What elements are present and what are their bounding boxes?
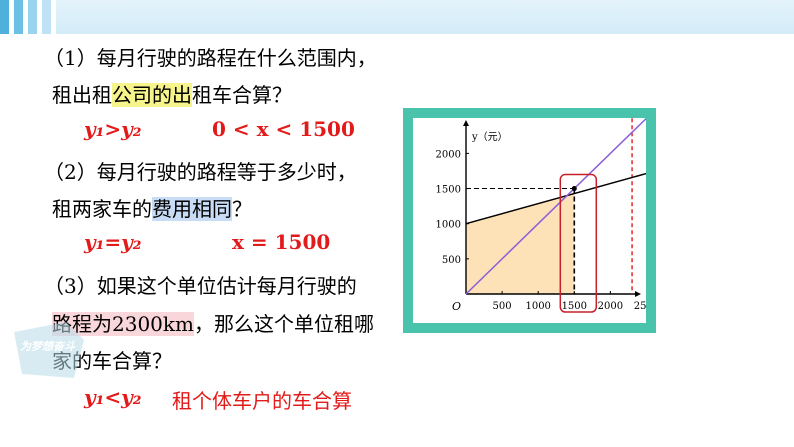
- shaded-region: [466, 193, 575, 294]
- y-tick-label: 1000: [436, 220, 461, 231]
- x-tick-label: 500: [493, 301, 512, 312]
- intersection-highlight-box: [559, 173, 598, 313]
- answer-2-value: x = 1500: [232, 230, 331, 254]
- banner-block: [42, 0, 51, 34]
- watermark-text: 为梦想奋斗: [20, 340, 76, 353]
- question-1-line1: （1）每月行驶的路程在什么范围内，: [44, 46, 377, 70]
- intersection-point: [571, 186, 577, 192]
- question-2-line1: （2）每月行驶的路程等于多少时，: [44, 160, 357, 184]
- answer-3-text: 租个体车户的车合算: [172, 389, 352, 413]
- answer-2-relation: y₁=y₂: [84, 230, 142, 254]
- y-tick-label: 1500: [436, 185, 461, 196]
- x-tick-label: 2500: [634, 301, 646, 312]
- answer-3-relation: y₁<y₂: [84, 385, 142, 409]
- chart-frame: 5001000150020002500500100015002000Oy（元）x…: [403, 108, 699, 333]
- title-banner: [0, 0, 794, 34]
- question-2-text-a: 租两家车的: [52, 197, 152, 221]
- question-1-text-b: 租车合算？: [192, 83, 292, 107]
- y-tick-label: 500: [442, 255, 461, 266]
- banner-block: [0, 0, 9, 34]
- answer-1-relation: y₁>y₂: [84, 117, 142, 141]
- question-3-line1: （3）如果这个单位估计每月行驶的: [44, 274, 357, 298]
- banner-block: [28, 0, 37, 34]
- series-line-2: [465, 117, 648, 295]
- banner-band: [56, 0, 794, 34]
- y-axis-arrow: [463, 120, 469, 126]
- question-2-highlight: 费用相同: [152, 197, 232, 221]
- x-tick-label: 1500: [562, 301, 587, 312]
- origin-label: O: [452, 300, 461, 313]
- y-tick-label: 2000: [436, 149, 461, 160]
- answer-1-range: 0 < x < 1500: [212, 117, 355, 141]
- y-axis-label: y（元）: [471, 131, 508, 143]
- x-tick-label: 2000: [598, 301, 623, 312]
- x-axis-arrow: [635, 291, 641, 297]
- question-1-line2: 租出租公司的出租车合算？: [52, 79, 292, 108]
- question-1-text-a: 租出租: [52, 83, 112, 107]
- question-1-highlight: 公司的出: [112, 83, 192, 107]
- banner-block: [14, 0, 23, 34]
- line-chart: 5001000150020002500500100015002000Oy（元）x…: [436, 112, 699, 313]
- question-2-text-b: ？: [232, 197, 252, 221]
- question-3-line2: 路程为2300km，那么这个单位租哪: [52, 308, 374, 337]
- watermark-logo: 为梦想奋斗: [14, 322, 84, 378]
- question-2-line2: 租两家车的费用相同？: [52, 193, 252, 222]
- x-tick-label: 1000: [525, 301, 550, 312]
- question-3-text-b: ，那么这个单位租哪: [193, 312, 374, 336]
- chart-panel: 5001000150020002500500100015002000Oy（元）x…: [413, 112, 699, 323]
